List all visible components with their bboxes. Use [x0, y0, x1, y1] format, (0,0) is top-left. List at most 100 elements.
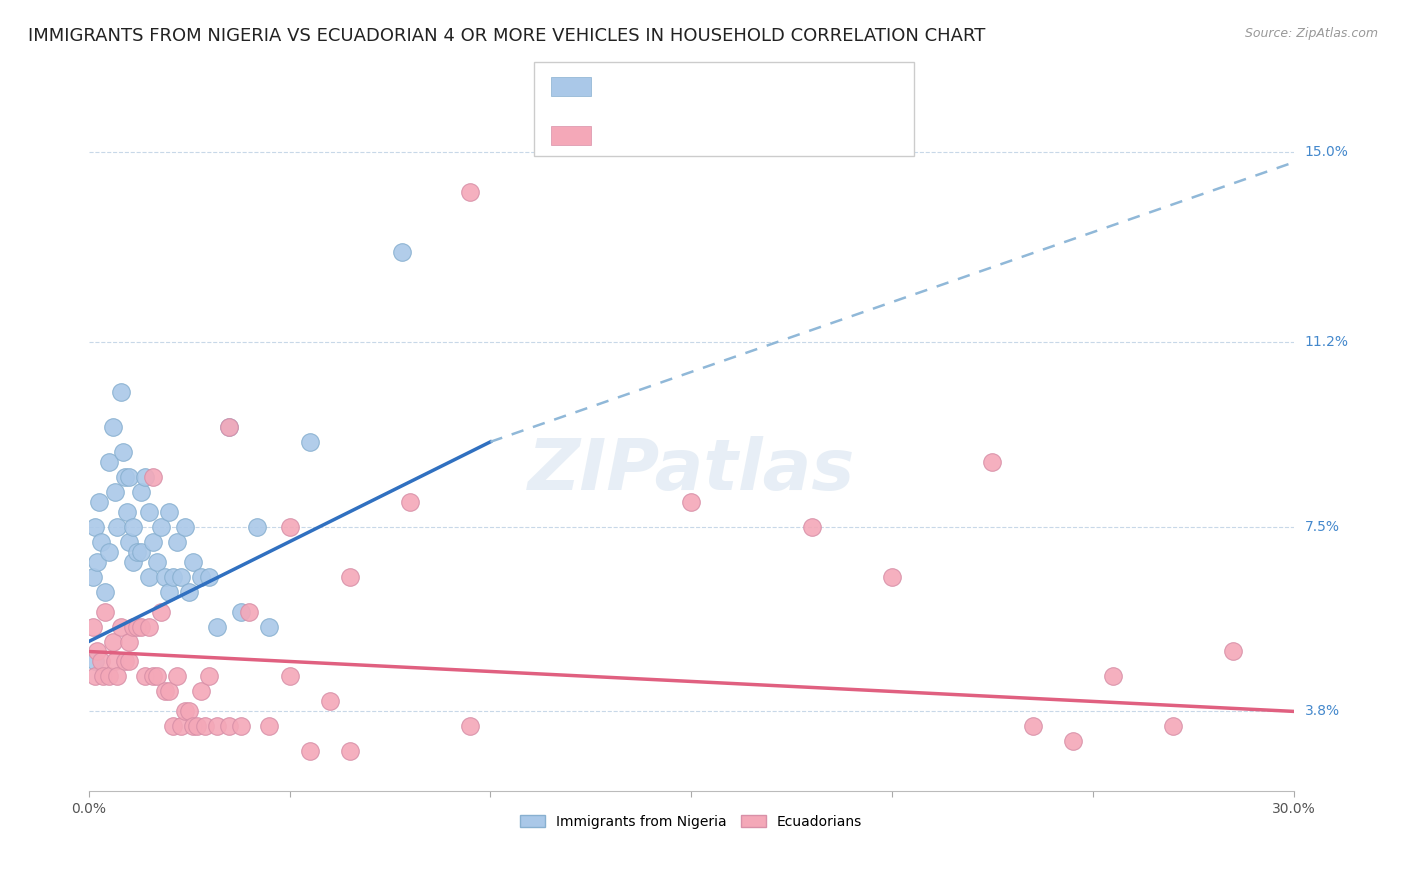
- Point: [118, 634, 141, 648]
- Text: 11.2%: 11.2%: [1305, 335, 1348, 349]
- Point: [97, 455, 120, 469]
- Point: [238, 605, 260, 619]
- Text: R =: R =: [602, 129, 636, 144]
- Point: [1102, 669, 1125, 683]
- Point: [146, 555, 169, 569]
- Text: 0.331: 0.331: [637, 78, 685, 93]
- Point: [162, 719, 184, 733]
- Point: [129, 544, 152, 558]
- Point: [218, 719, 240, 733]
- Point: [83, 669, 105, 683]
- Text: 7.5%: 7.5%: [1305, 520, 1340, 533]
- Point: [319, 694, 342, 708]
- Point: [104, 484, 127, 499]
- Point: [110, 619, 132, 633]
- Point: [83, 519, 105, 533]
- Point: [194, 719, 217, 733]
- Point: [86, 555, 108, 569]
- Point: [94, 584, 117, 599]
- Point: [278, 519, 301, 533]
- Point: [125, 544, 148, 558]
- Point: [138, 569, 160, 583]
- Point: [399, 494, 422, 508]
- Point: [122, 555, 145, 569]
- Point: [278, 669, 301, 683]
- Point: [166, 534, 188, 549]
- Point: [150, 605, 173, 619]
- Point: [179, 584, 201, 599]
- Point: [391, 245, 413, 260]
- Point: [111, 445, 134, 459]
- Text: 59: 59: [733, 129, 754, 144]
- Point: [298, 744, 321, 758]
- Point: [1062, 734, 1084, 748]
- Point: [460, 186, 482, 200]
- Point: [129, 619, 152, 633]
- Text: 47: 47: [733, 78, 754, 93]
- Point: [134, 669, 156, 683]
- Point: [259, 619, 281, 633]
- Point: [157, 505, 180, 519]
- Point: [218, 420, 240, 434]
- Point: [134, 470, 156, 484]
- Point: [114, 470, 136, 484]
- Point: [86, 644, 108, 658]
- Point: [259, 719, 281, 733]
- Point: [298, 434, 321, 449]
- Point: [166, 669, 188, 683]
- Point: [115, 505, 138, 519]
- Point: [880, 569, 903, 583]
- Text: R =: R =: [602, 78, 636, 93]
- Point: [198, 669, 221, 683]
- Point: [153, 569, 176, 583]
- Point: [246, 519, 269, 533]
- Point: [157, 584, 180, 599]
- Text: ZIPatlas: ZIPatlas: [527, 435, 855, 505]
- Point: [142, 669, 165, 683]
- Point: [82, 619, 104, 633]
- Point: [1161, 719, 1184, 733]
- Point: [339, 569, 361, 583]
- Point: [170, 569, 193, 583]
- Point: [198, 569, 221, 583]
- Legend: Immigrants from Nigeria, Ecuadorians: Immigrants from Nigeria, Ecuadorians: [515, 809, 868, 834]
- Text: IMMIGRANTS FROM NIGERIA VS ECUADORIAN 4 OR MORE VEHICLES IN HOUSEHOLD CORRELATIO: IMMIGRANTS FROM NIGERIA VS ECUADORIAN 4 …: [28, 27, 986, 45]
- Point: [94, 605, 117, 619]
- Point: [190, 569, 212, 583]
- Point: [460, 719, 482, 733]
- Point: [800, 519, 823, 533]
- Point: [218, 420, 240, 434]
- Point: [207, 619, 229, 633]
- Text: Source: ZipAtlas.com: Source: ZipAtlas.com: [1244, 27, 1378, 40]
- Point: [90, 534, 112, 549]
- Point: [181, 555, 204, 569]
- Point: [97, 669, 120, 683]
- Point: [179, 705, 201, 719]
- Point: [114, 655, 136, 669]
- Point: [231, 605, 253, 619]
- Point: [174, 705, 197, 719]
- Point: [231, 719, 253, 733]
- Point: [101, 420, 124, 434]
- Point: [129, 484, 152, 499]
- Point: [681, 494, 703, 508]
- Point: [90, 655, 112, 669]
- Point: [105, 519, 128, 533]
- Point: [153, 684, 176, 698]
- Text: N =: N =: [686, 78, 730, 93]
- Point: [174, 519, 197, 533]
- Text: N =: N =: [686, 129, 730, 144]
- Point: [101, 634, 124, 648]
- Point: [1222, 644, 1244, 658]
- Point: [150, 519, 173, 533]
- Point: [142, 470, 165, 484]
- Point: [170, 719, 193, 733]
- Point: [118, 470, 141, 484]
- Point: [207, 719, 229, 733]
- Point: [118, 655, 141, 669]
- Point: [339, 744, 361, 758]
- Point: [138, 619, 160, 633]
- Point: [110, 384, 132, 399]
- Point: [190, 684, 212, 698]
- Point: [157, 684, 180, 698]
